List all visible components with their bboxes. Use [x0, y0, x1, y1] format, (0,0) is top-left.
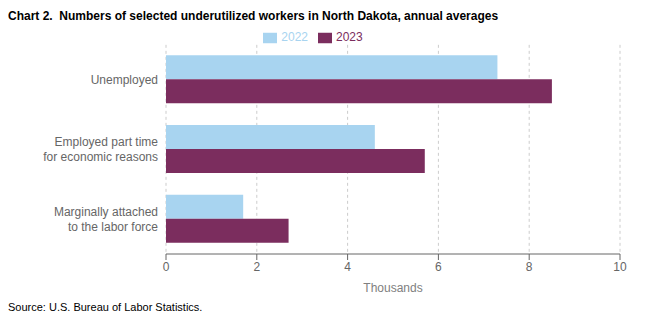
html-text:2022: 2022: [281, 30, 308, 44]
html-text:Chart 2. Numbers of selected u: Chart 2. Numbers of selected underutiliz…: [8, 9, 499, 23]
svg-text:Thousands: Thousands: [363, 281, 422, 295]
svg-text:0: 0: [163, 260, 170, 274]
svg-text:4: 4: [344, 260, 351, 274]
svg-text:8: 8: [526, 260, 533, 274]
html-text:Source: U.S. Bureau of Labor S: Source: U.S. Bureau of Labor Statistics.: [8, 301, 203, 313]
svg-text:Marginally attachedto the labo: Marginally attachedto the labor force: [54, 205, 158, 233]
svg-text:6: 6: [435, 260, 442, 274]
svg-text:10: 10: [613, 260, 627, 274]
svg-text:2: 2: [253, 260, 260, 274]
svg-text:Unemployed: Unemployed: [91, 73, 158, 87]
svg-text:Employed part timefor economic: Employed part timefor economic reasons: [43, 135, 158, 163]
html-text:2023: 2023: [336, 30, 363, 44]
